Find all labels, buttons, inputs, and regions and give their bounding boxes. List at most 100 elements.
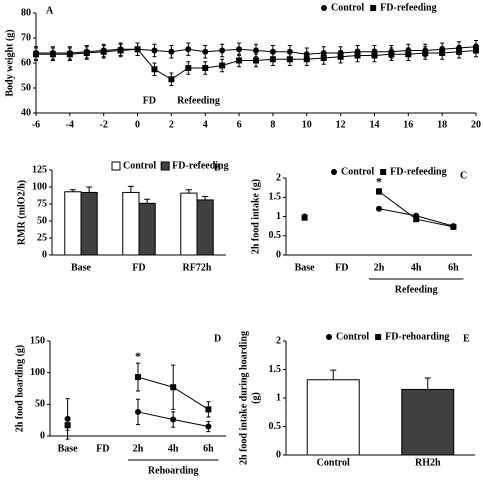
x-tick-label: RH2h <box>415 457 441 468</box>
error-bar <box>202 196 209 200</box>
bar <box>64 191 82 256</box>
y-tick-label: 70 <box>21 32 31 43</box>
marker <box>286 56 293 63</box>
x-tick-label: Base <box>58 443 79 454</box>
y-tick-label: 1 <box>276 211 281 222</box>
x-tick-label: -2 <box>100 119 108 130</box>
y-tick-label: 25 <box>37 232 47 243</box>
panel-label: C <box>460 170 467 181</box>
panel-label: B <box>214 162 221 173</box>
marker <box>236 57 243 64</box>
legend-marker <box>380 169 387 175</box>
bar <box>122 191 140 256</box>
y-tick-label: 40 <box>21 107 31 118</box>
annotation: Rehoarding <box>148 465 199 476</box>
marker <box>151 66 158 73</box>
marker <box>371 52 378 59</box>
y-tick-label: 80 <box>21 7 31 18</box>
bar <box>180 192 198 256</box>
marker <box>151 47 158 54</box>
y-axis-label: Body weight (g) <box>4 29 15 96</box>
marker <box>100 48 107 55</box>
marker <box>376 205 382 212</box>
bar <box>401 388 455 456</box>
y-tick-label: 0.5 <box>269 230 282 241</box>
legend-marker <box>375 334 382 340</box>
marker <box>170 416 177 423</box>
y-tick-label: 0 <box>276 249 281 260</box>
marker <box>33 51 39 58</box>
y-tick-label: 100 <box>32 181 47 192</box>
marker <box>135 408 141 415</box>
marker <box>185 65 192 71</box>
annotation: FD <box>143 95 156 106</box>
x-tick-label: 0 <box>135 119 140 130</box>
legend-swatch <box>160 161 170 171</box>
y-tick-label: 0 <box>276 449 281 460</box>
marker <box>301 214 308 221</box>
x-tick-label: 12 <box>336 119 346 130</box>
legend-swatch <box>111 161 121 171</box>
legend-label: Control <box>336 331 369 342</box>
marker <box>64 422 71 429</box>
marker <box>117 47 124 54</box>
x-tick-label: 14 <box>369 119 379 130</box>
x-tick-label: FD <box>132 262 145 273</box>
x-tick-label: 18 <box>437 119 447 130</box>
marker <box>135 374 141 381</box>
x-tick-label: Control <box>317 457 350 468</box>
x-tick-label: Base <box>295 262 316 273</box>
panel-label: D <box>214 333 221 344</box>
x-tick-label: Base <box>71 262 92 273</box>
x-tick-label: 10 <box>302 119 312 130</box>
marker <box>205 423 212 430</box>
x-tick-label: 6h <box>448 262 459 273</box>
marker <box>439 50 446 56</box>
y-tick-label: 0 <box>40 430 45 441</box>
error-bar <box>86 186 93 193</box>
y-tick-label: 75 <box>37 198 47 209</box>
panel-label: A <box>46 5 54 16</box>
marker <box>354 52 361 59</box>
marker <box>405 51 412 58</box>
y-tick-label: 2 <box>276 335 281 346</box>
x-tick-label: 8 <box>270 119 275 130</box>
bar <box>80 191 98 256</box>
marker <box>413 216 420 223</box>
marker <box>134 46 141 53</box>
marker <box>253 57 259 64</box>
x-tick-label: 2 <box>169 119 174 130</box>
marker <box>202 65 209 71</box>
y-tick-label: 50 <box>35 399 45 410</box>
y-tick-label: 100 <box>30 367 45 378</box>
x-tick-label: RF72h <box>183 262 212 273</box>
marker <box>450 223 457 230</box>
x-tick-label: 4h <box>411 262 422 273</box>
error-bar <box>144 198 151 204</box>
x-tick-label: 2h <box>133 443 144 454</box>
marker <box>66 51 73 58</box>
marker <box>219 47 226 54</box>
y-axis-label: 2h food intake (g) <box>250 179 261 254</box>
x-tick-label: -6 <box>32 119 40 130</box>
legend-marker <box>331 169 337 175</box>
legend-marker <box>326 334 332 340</box>
y-tick-label: 1.5 <box>269 192 282 203</box>
error-bar <box>185 189 192 194</box>
error-bar <box>127 185 134 193</box>
error-bar <box>424 377 431 390</box>
error-bar <box>330 369 337 380</box>
marker <box>269 56 276 63</box>
x-tick-label: 20 <box>471 119 481 130</box>
marker <box>236 46 243 53</box>
marker <box>320 55 327 61</box>
x-tick-label: -4 <box>66 119 74 130</box>
legend-label: FD-refeeding <box>390 166 446 177</box>
marker <box>168 48 175 55</box>
y-tick-label: 50 <box>37 215 47 226</box>
y-axis-label: RMR (mlO2/h) <box>16 180 27 245</box>
y-axis-label: 2h food hoarding (g) <box>14 345 25 433</box>
y-tick-label: 50 <box>21 82 31 93</box>
y-axis-label: (g) <box>250 392 261 404</box>
